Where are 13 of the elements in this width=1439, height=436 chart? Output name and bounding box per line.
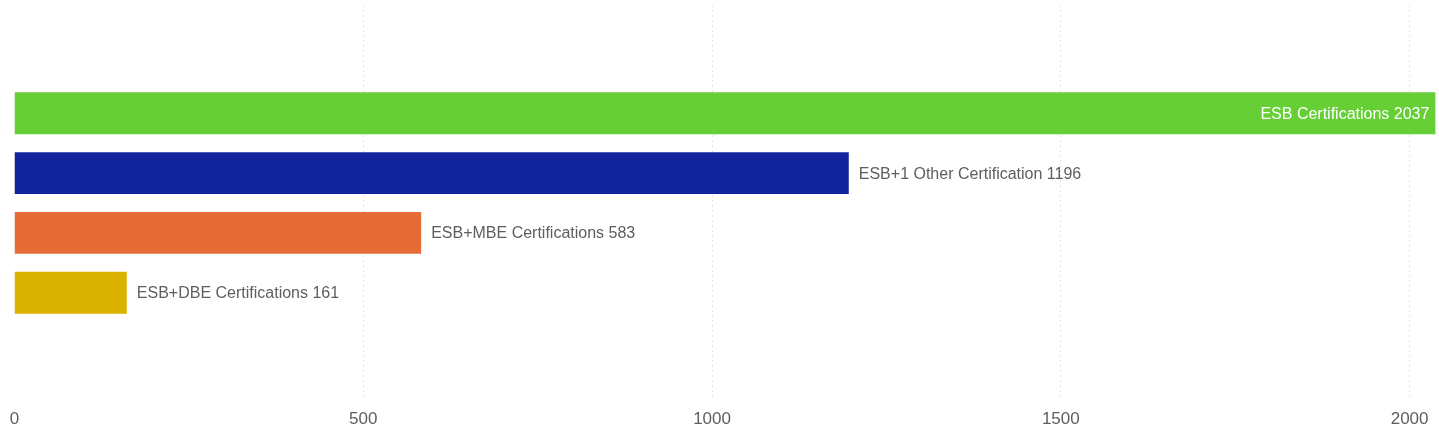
data-label: ESB+DBE Certifications 161: [136, 284, 340, 302]
x-tick-label: 500: [349, 408, 378, 428]
x-tick-label: 0: [9, 408, 20, 428]
x-tick-label: 2000: [1390, 408, 1429, 428]
bar: [14, 211, 422, 254]
data-label: ESB Certifications 2037: [1260, 104, 1430, 122]
bar: [14, 271, 127, 314]
bar: [14, 152, 849, 195]
x-tick-label: 1500: [1041, 408, 1080, 428]
x-tick-label: 1000: [693, 408, 731, 428]
bar: [14, 92, 1436, 135]
data-label: ESB+MBE Certifications 583: [431, 224, 636, 242]
data-label: ESB+1 Other Certification 1196: [858, 164, 1082, 182]
